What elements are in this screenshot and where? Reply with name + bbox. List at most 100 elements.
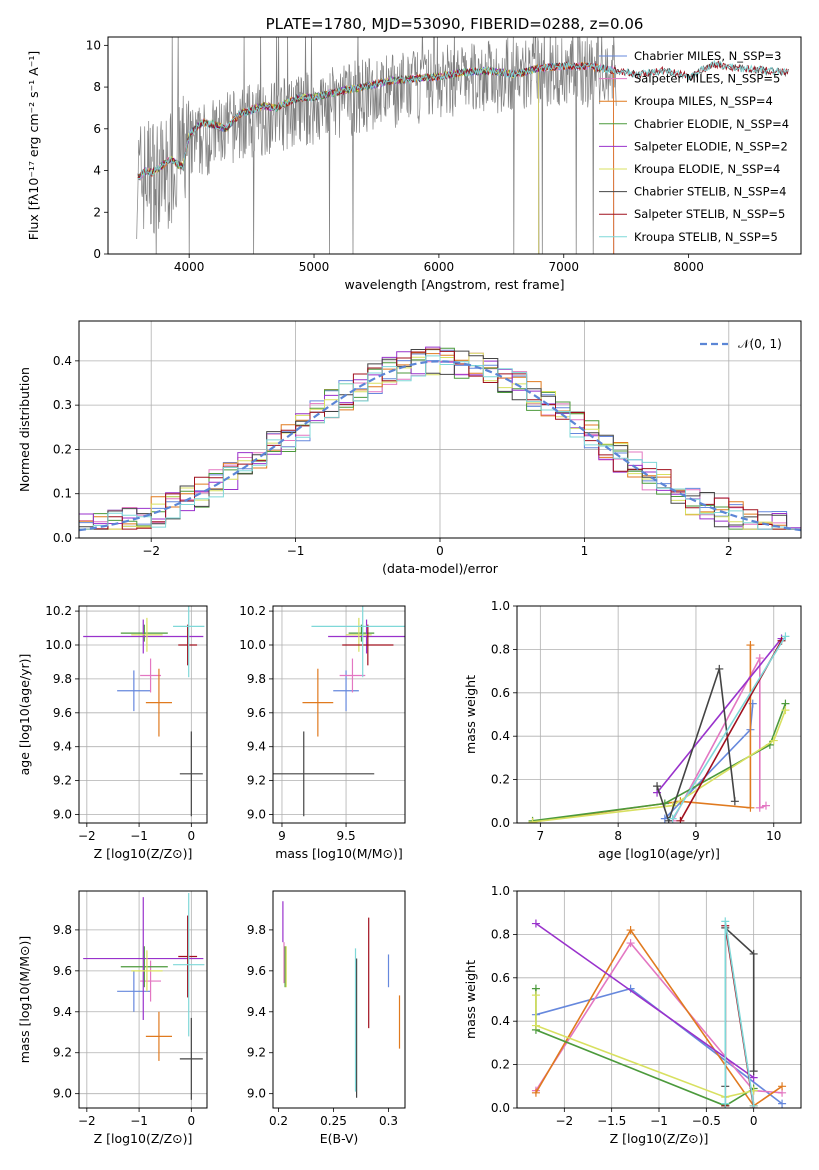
- y-axis-label: Normed distribution: [17, 367, 32, 492]
- data-point: [178, 915, 198, 998]
- weight-line: [671, 657, 767, 822]
- weight-line: [656, 668, 736, 823]
- x-axis-label: age [log10(age/yr)]: [598, 846, 720, 861]
- weight-marker: [730, 797, 739, 806]
- legend-label: Chabrier STELIB, N_SSP=4: [634, 185, 786, 199]
- weight-marker: [531, 1021, 540, 1030]
- weight-marker: [781, 706, 790, 715]
- y-tick-label: 9.6: [247, 964, 266, 978]
- axes-frame: [516, 890, 802, 1109]
- panel-weight-vs-age: 7 8 9 10 0.0 0.2 0.4 0.6 0.8 1.0 age [log10(age/yr…: [463, 599, 802, 861]
- y-tick-label: 9.2: [247, 774, 266, 788]
- x-tick-label: 8000: [673, 260, 704, 274]
- data-point: [83, 897, 204, 1020]
- y-axis-label: mass weight: [463, 675, 478, 754]
- y-tick-label: 0.4: [53, 354, 72, 368]
- legend-label: Salpeter STELIB, N_SSP=5: [634, 207, 785, 221]
- model-line: [137, 65, 540, 254]
- weight-marker: [749, 1067, 758, 1076]
- legend: Chabrier MILES, N_SSP=3 Salpeter MILES, N…: [599, 49, 789, 244]
- y-tick-label: 8: [93, 80, 101, 94]
- x-axis-label: Z [log10(Z/Z⊙)]: [610, 1131, 709, 1146]
- x-tick-label: −1: [287, 544, 305, 558]
- weight-marker: [626, 939, 635, 948]
- y-tick-label: 9.8: [247, 923, 266, 937]
- weight-line: [535, 922, 755, 1079]
- data-point: [173, 606, 205, 678]
- x-tick-label: 7000: [548, 260, 579, 274]
- weight-line: [671, 635, 787, 820]
- data-point: [117, 670, 151, 712]
- y-tick-label: 0.2: [491, 773, 510, 787]
- y-tick-label: 10.2: [239, 604, 266, 618]
- x-tick-label: −2: [555, 1114, 573, 1128]
- weight-marker: [781, 632, 790, 641]
- x-tick-label: 0.3: [379, 1114, 398, 1128]
- plot-area: [83, 606, 205, 817]
- legend-label: Chabrier ELODIE, N_SSP=4: [634, 117, 789, 131]
- x-tick-label: 2: [725, 544, 733, 558]
- y-tick-label: 9.2: [247, 1046, 266, 1060]
- x-tick-label: 1: [581, 544, 589, 558]
- y-tick-label: 10: [86, 38, 101, 52]
- x-tick-label: 7: [537, 829, 545, 843]
- y-tick-label: 10.2: [45, 604, 72, 618]
- x-tick-label: 9.5: [337, 829, 356, 843]
- weight-marker: [749, 949, 758, 958]
- histogram-steps: [79, 355, 801, 530]
- data-point: [179, 1017, 203, 1100]
- weight-marker: [668, 814, 677, 823]
- weight-marker: [626, 926, 635, 935]
- panel-mass-vs-ebv: 0.2 0.25 0.3 9.0 9.2 9.4 9.6 9.8 E(B-V): [247, 890, 406, 1146]
- weight-marker: [721, 917, 730, 926]
- plot-area: [273, 606, 405, 817]
- y-tick-label: 0.4: [491, 1014, 510, 1028]
- panel-age-vs-mass: 9 9.5 9.0 9.2 9.4 9.6 9.8 10.0 10.2 mass [log10(M…: [239, 604, 406, 861]
- legend-label: Kroupa MILES, N_SSP=4: [634, 94, 773, 108]
- y-tick-label: 2: [93, 205, 101, 219]
- x-tick-label: 9: [278, 829, 286, 843]
- data-point: [273, 731, 375, 817]
- panel-mass-vs-Z: −2 −1 0 9.0 9.2 9.4 9.6 9.8 Z [log10(Z/Z⊙)] mass …: [17, 890, 208, 1146]
- histogram-steps: [79, 349, 801, 530]
- x-tick-label: 0: [750, 1114, 758, 1128]
- y-tick-label: 9.0: [247, 1087, 266, 1101]
- x-tick-label: 0: [436, 544, 444, 558]
- y-tick-label: 10.0: [45, 638, 72, 652]
- y-tick-label: 0.6: [491, 686, 510, 700]
- y-tick-label: 9.0: [247, 808, 266, 822]
- y-tick-label: 1.0: [491, 599, 510, 613]
- panel-weight-vs-Z: −2 −1.5 −1 −0.5 0 0.0 0.2 0.4 0.6 0.8 1.0 Z [log10(…: [463, 884, 802, 1146]
- x-tick-label: 4000: [174, 260, 205, 274]
- weight-marker: [761, 801, 770, 810]
- legend: 𝒩(0, 1): [700, 337, 782, 351]
- data-point: [83, 619, 204, 654]
- plot-area: [79, 346, 801, 532]
- y-tick-label: 0.0: [491, 1101, 510, 1115]
- panel-age-vs-Z: −2 −1 0 9.0 9.2 9.4 9.6 9.8 10.0 10.2 Z [log10(Z/Z…: [17, 604, 208, 861]
- y-tick-label: 9.6: [53, 706, 72, 720]
- data-point: [178, 624, 198, 666]
- x-tick-label: 0.25: [320, 1114, 347, 1128]
- y-tick-label: 0: [93, 247, 101, 261]
- weight-line: [535, 995, 754, 1099]
- x-tick-label: 9: [692, 829, 700, 843]
- weight-marker: [531, 1088, 540, 1097]
- data-point: [179, 731, 203, 817]
- y-tick-label: 0.2: [53, 442, 72, 456]
- y-tick-label: 9.4: [53, 1005, 72, 1019]
- data-point: [328, 619, 405, 654]
- x-axis-label: E(B-V): [320, 1131, 359, 1146]
- weight-marker: [531, 991, 540, 1000]
- x-axis-label: (data-model)/error: [382, 561, 499, 576]
- x-tick-label: −2: [78, 829, 96, 843]
- weight-marker: [755, 654, 764, 663]
- axes-frame: [78, 320, 802, 539]
- y-tick-label: 0.0: [53, 531, 72, 545]
- axes-frame: [516, 605, 802, 824]
- x-tick-label: 0: [188, 1114, 196, 1128]
- x-tick-label: 0.2: [269, 1114, 288, 1128]
- x-axis-label: wavelength [Angstrom, rest frame]: [344, 277, 564, 292]
- legend-label: Salpeter MILES, N_SSP=5: [634, 72, 780, 86]
